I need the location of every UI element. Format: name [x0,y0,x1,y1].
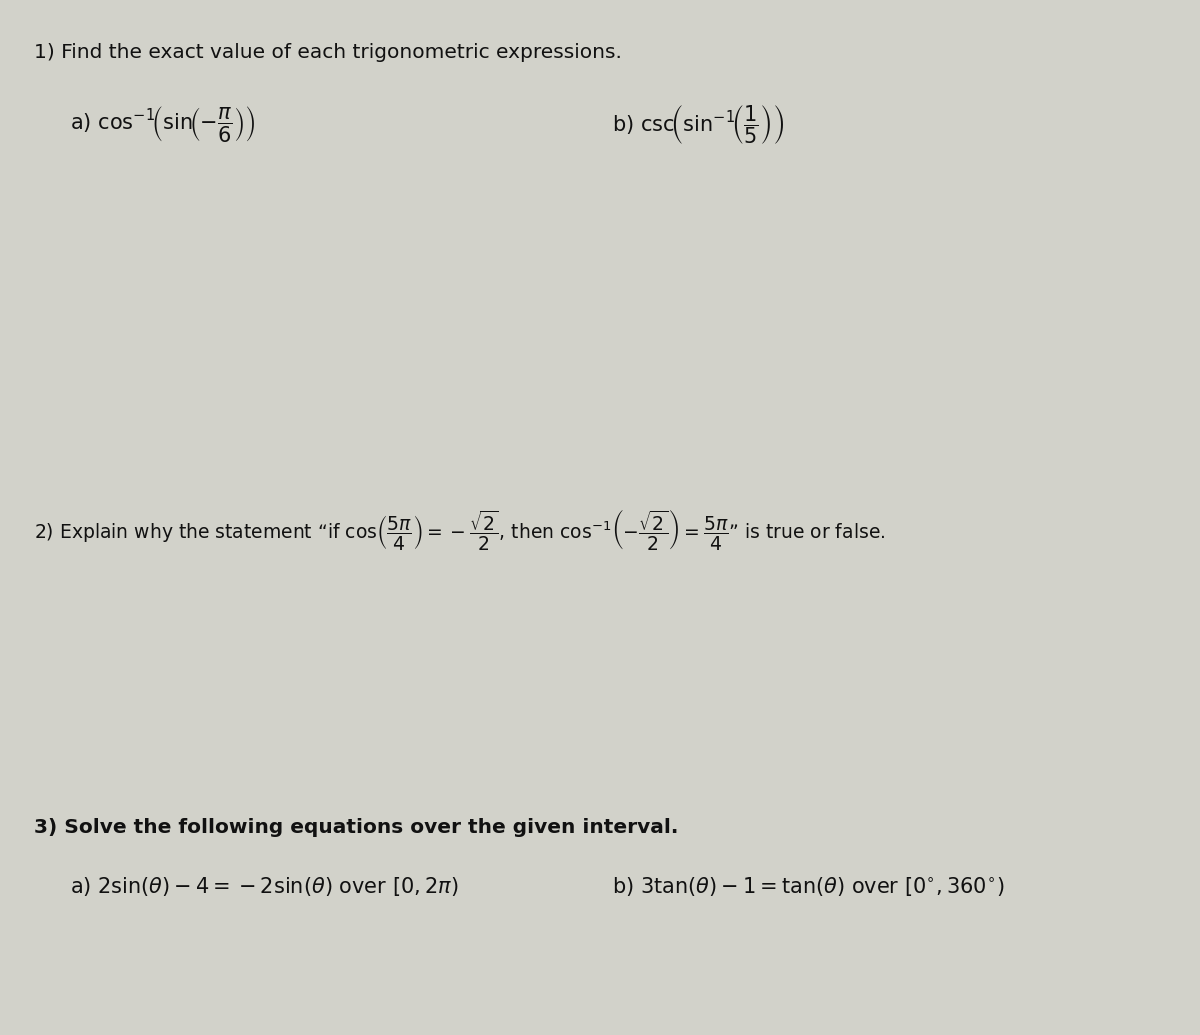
Text: 2) Explain why the statement “if $\cos\!\left(\dfrac{5\pi}{4}\right) = -\dfrac{\: 2) Explain why the statement “if $\cos\!… [34,507,886,552]
Text: b) $3\tan(\theta) - 1 = \tan(\theta)$ over $[0^{\circ}, 360^{\circ})$: b) $3\tan(\theta) - 1 = \tan(\theta)$ ov… [612,875,1004,897]
Text: b) $\mathrm{csc}\!\left(\mathrm{sin}^{-1}\!\left(\dfrac{1}{5}\right)\right)$: b) $\mathrm{csc}\!\left(\mathrm{sin}^{-1… [612,104,784,147]
Text: a) $\mathrm{cos}^{-1}\!\left(\mathrm{sin}\!\left(-\dfrac{\pi}{6}\right)\right)$: a) $\mathrm{cos}^{-1}\!\left(\mathrm{sin… [70,104,256,144]
Text: a) $2\sin(\theta) - 4 = -2\sin(\theta)$ over $[0, 2\pi)$: a) $2\sin(\theta) - 4 = -2\sin(\theta)$ … [70,875,458,897]
Text: 3) Solve the following equations over the given interval.: 3) Solve the following equations over th… [34,818,678,836]
Text: 1) Find the exact value of each trigonometric expressions.: 1) Find the exact value of each trigonom… [34,43,622,62]
